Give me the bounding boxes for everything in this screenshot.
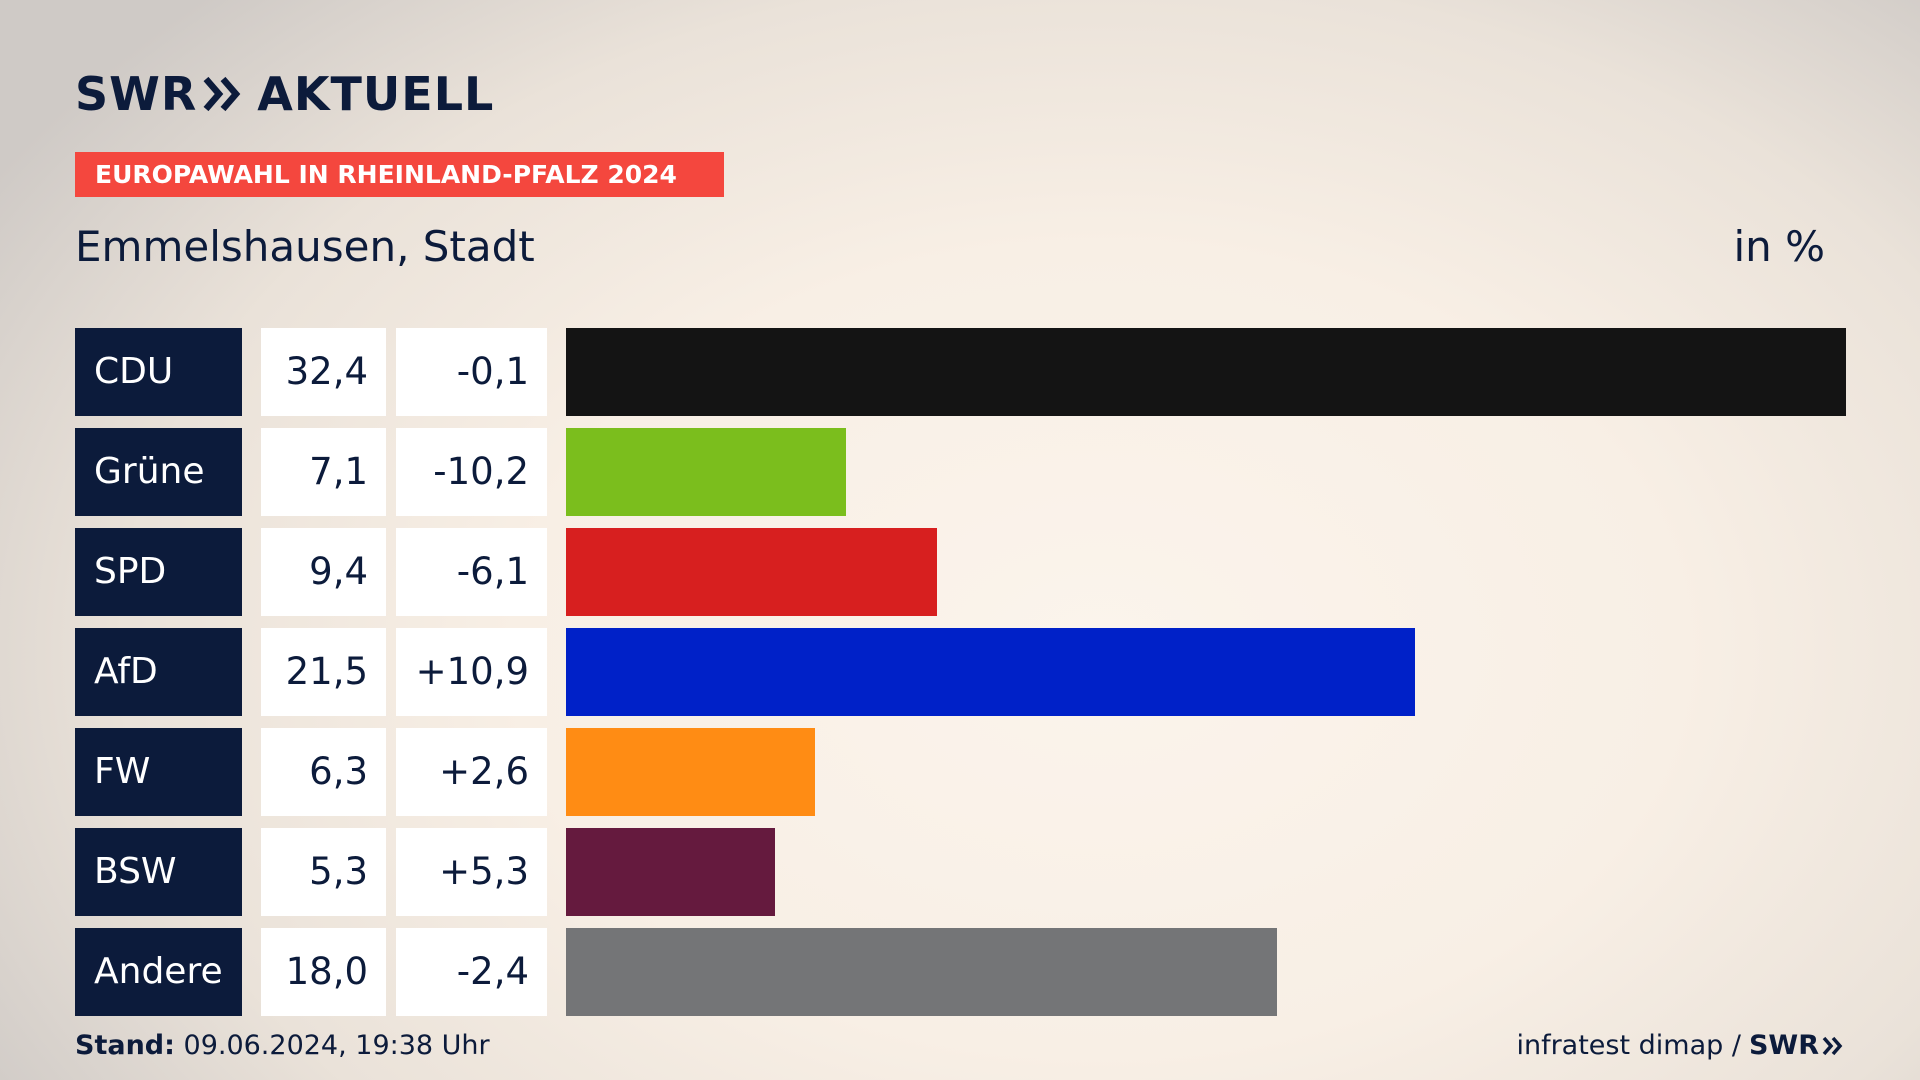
result-bar	[566, 928, 1277, 1016]
vote-share-label: 5,3	[261, 828, 386, 916]
timestamp: Stand: 09.06.2024, 19:38 Uhr	[75, 1030, 490, 1061]
result-bar	[566, 528, 937, 616]
result-bar	[566, 828, 775, 916]
logo-aktuell-text: AKTUELL	[257, 67, 495, 121]
result-bar	[566, 628, 1415, 716]
change-label: -0,1	[396, 328, 547, 416]
result-bar	[566, 428, 846, 516]
party-label: Andere	[75, 928, 242, 1016]
result-row: FW 6,3 +2,6	[75, 728, 1847, 816]
election-banner: EUROPAWAHL IN RHEINLAND-PFALZ 2024	[75, 152, 724, 197]
change-label: +2,6	[396, 728, 547, 816]
result-row: AfD 21,5 +10,9	[75, 628, 1847, 716]
logo-swr-text: SWR	[75, 67, 198, 121]
source-text: infratest dimap /	[1516, 1030, 1741, 1061]
party-label: AfD	[75, 628, 242, 716]
swr-footer-logo: SWR	[1749, 1030, 1844, 1061]
result-row: Andere 18,0 -2,4	[75, 928, 1847, 1016]
result-row: SPD 9,4 -6,1	[75, 528, 1847, 616]
stand-label: Stand:	[75, 1030, 175, 1061]
swr-footer-text: SWR	[1748, 1030, 1819, 1061]
source-credit: infratest dimap / SWR	[1516, 1030, 1844, 1061]
double-chevron-small-icon	[1822, 1036, 1843, 1055]
result-bar	[566, 728, 815, 816]
vote-share-label: 7,1	[261, 428, 386, 516]
result-row: BSW 5,3 +5,3	[75, 828, 1847, 916]
unit-label: in %	[1733, 222, 1825, 271]
place-title: Emmelshausen, Stadt	[75, 222, 535, 271]
vote-share-label: 18,0	[261, 928, 386, 1016]
result-row: CDU 32,4 -0,1	[75, 328, 1847, 416]
vote-share-label: 21,5	[261, 628, 386, 716]
party-label: CDU	[75, 328, 242, 416]
double-chevron-icon	[203, 76, 243, 112]
change-label: -6,1	[396, 528, 547, 616]
vote-share-label: 32,4	[261, 328, 386, 416]
party-label: SPD	[75, 528, 242, 616]
change-label: -2,4	[396, 928, 547, 1016]
swr-aktuell-logo: SWR AKTUELL	[75, 66, 494, 122]
vote-share-label: 9,4	[261, 528, 386, 616]
vote-share-label: 6,3	[261, 728, 386, 816]
party-label: FW	[75, 728, 242, 816]
result-bar	[566, 328, 1846, 416]
result-row: Grüne 7,1 -10,2	[75, 428, 1847, 516]
change-label: -10,2	[396, 428, 547, 516]
change-label: +5,3	[396, 828, 547, 916]
change-label: +10,9	[396, 628, 547, 716]
party-label: Grüne	[75, 428, 242, 516]
stand-value: 09.06.2024, 19:38 Uhr	[183, 1030, 490, 1061]
party-label: BSW	[75, 828, 242, 916]
